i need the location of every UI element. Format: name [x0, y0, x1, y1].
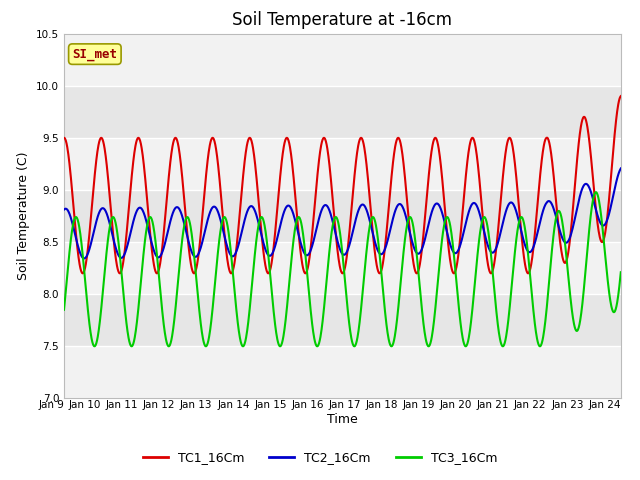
Y-axis label: Soil Temperature (C): Soil Temperature (C) [17, 152, 31, 280]
Text: SI_met: SI_met [72, 48, 117, 60]
Bar [64, 242, 621, 294]
Bar [64, 294, 621, 346]
Title: Soil Temperature at -16cm: Soil Temperature at -16cm [232, 11, 452, 29]
Bar [64, 346, 621, 398]
X-axis label: Time: Time [327, 413, 358, 426]
Bar [64, 86, 621, 138]
Bar [64, 138, 621, 190]
Bar [64, 34, 621, 86]
Bar [64, 190, 621, 242]
Legend: TC1_16Cm, TC2_16Cm, TC3_16Cm: TC1_16Cm, TC2_16Cm, TC3_16Cm [138, 446, 502, 469]
